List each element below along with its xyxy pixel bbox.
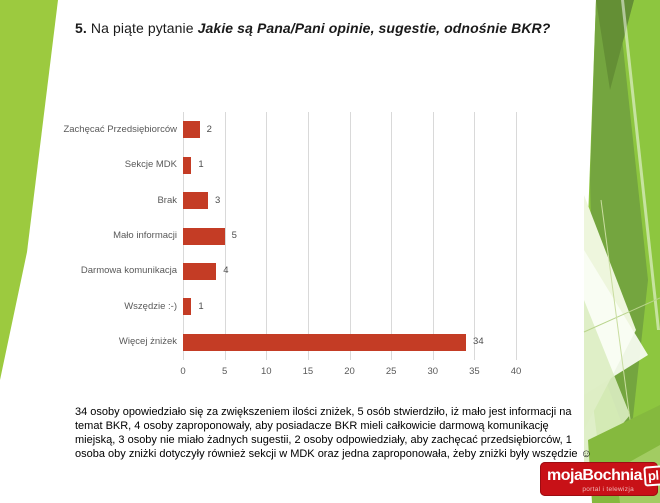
chart-gridline — [307, 112, 309, 360]
logo-pl-badge: pl — [643, 465, 660, 487]
value-label: 4 — [223, 265, 229, 277]
value-label: 2 — [206, 123, 212, 135]
value-label: 5 — [231, 230, 237, 241]
chart-gridline — [432, 112, 434, 360]
x-axis-tick-label: 35 — [469, 366, 480, 377]
bar — [183, 192, 208, 210]
value-label: 1 — [198, 159, 204, 171]
chart-gridline — [349, 112, 351, 360]
value-label: 34 — [473, 336, 484, 348]
category-label: Więcej żniżek — [118, 336, 177, 348]
bar — [183, 121, 200, 139]
value-label: 3 — [214, 194, 221, 206]
logo-wordmark: mojaBochnia pl — [547, 465, 660, 487]
chart-gridline — [516, 112, 517, 360]
chart-gridline — [474, 112, 476, 360]
category-label: Sekcje MDK — [124, 159, 177, 171]
title-question-text: Jakie są Pana/Pani opinie, sugestie, odn… — [197, 20, 551, 36]
category-label: Wszędzie :-) — [124, 300, 177, 312]
bar — [183, 333, 467, 351]
chart-gridline — [224, 112, 226, 360]
category-label: Mało informacji — [113, 230, 177, 241]
mojabochnia-logo: mojaBochnia pl portal i telewizja — [540, 462, 660, 496]
x-axis-tick-label: 25 — [385, 366, 397, 377]
slide-title: 5. Na piąte pytanie Jakie są Pana/Pani o… — [75, 19, 553, 38]
bar — [183, 156, 192, 174]
x-axis-tick-label: 10 — [260, 366, 272, 377]
x-axis-tick-label: 5 — [221, 366, 228, 377]
title-number: 5. — [75, 20, 87, 36]
x-axis-tick-label: 20 — [344, 366, 355, 377]
chart-commentary: 34 osoby opowiedziało się za zwiększenie… — [75, 406, 592, 460]
logo-tagline: portal i telewizja — [582, 486, 634, 493]
x-axis-tick-label: 40 — [510, 366, 522, 377]
title-lead-text: Na piąte pytanie — [86, 20, 198, 36]
bar — [183, 227, 225, 245]
chart-gridline — [266, 112, 268, 360]
logo-brand-text: mojaBochnia — [547, 467, 642, 484]
category-label: Brak — [157, 194, 177, 206]
bar — [183, 262, 217, 280]
x-axis-tick-label: 30 — [427, 366, 439, 377]
bar — [183, 298, 192, 316]
category-label: Darmowa komunikacja — [80, 265, 177, 277]
x-axis-tick-label: 15 — [302, 366, 314, 377]
x-axis-tick-label: 0 — [180, 366, 186, 377]
value-label: 1 — [198, 300, 204, 312]
chart-gridline — [391, 112, 393, 360]
category-label: Zachęcać Przedsiębiorców — [63, 123, 177, 135]
